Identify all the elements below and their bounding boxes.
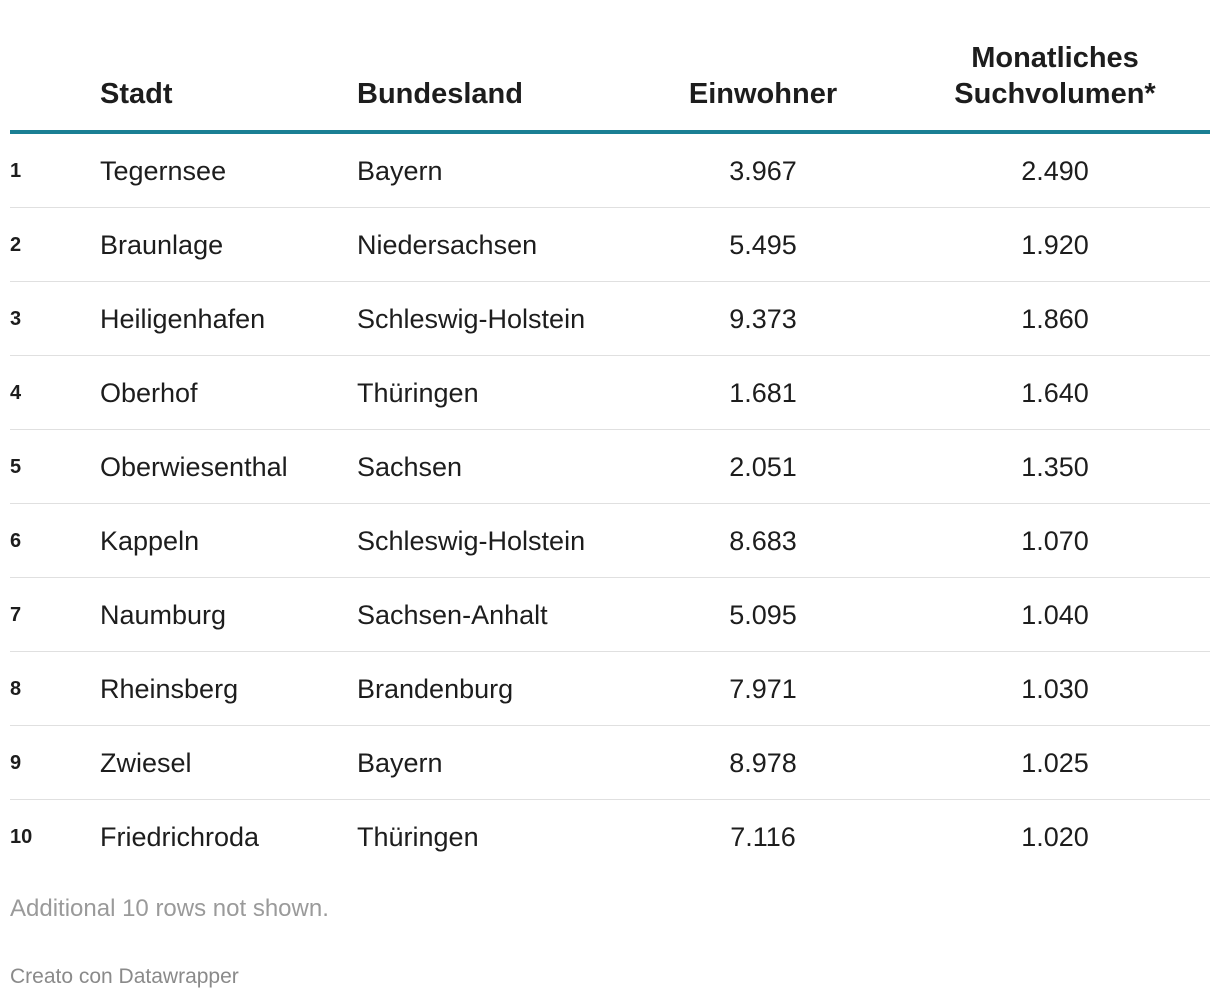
cell-stadt: Braunlage bbox=[100, 230, 224, 260]
cell-bundesland: Bayern bbox=[357, 156, 443, 186]
cell-stadt: Oberhof bbox=[100, 378, 198, 408]
cell-suchvolumen: 1.020 bbox=[1021, 822, 1089, 852]
table-row: 8 Rheinsberg Brandenburg 7.971 1.030 bbox=[10, 652, 1210, 726]
cell-stadt: Kappeln bbox=[100, 526, 200, 556]
cell-einwohner: 7.116 bbox=[730, 822, 796, 852]
cell-rank: 9 bbox=[10, 752, 22, 774]
cell-rank: 2 bbox=[10, 234, 22, 256]
cell-rank: 1 bbox=[10, 160, 22, 182]
table-row: 9 Zwiesel Bayern 8.978 1.025 bbox=[10, 726, 1210, 800]
cell-einwohner: 1.681 bbox=[729, 378, 797, 408]
cell-stadt: Friedrichroda bbox=[100, 822, 260, 852]
cell-einwohner: 9.373 bbox=[729, 304, 797, 334]
table-header: Stadt Bundesland Einwohner Monatliches S… bbox=[10, 40, 1210, 134]
cell-bundesland: Brandenburg bbox=[357, 674, 514, 704]
table-row: 5 Oberwiesenthal Sachsen 2.051 1.350 bbox=[10, 430, 1210, 504]
cell-suchvolumen: 1.860 bbox=[1021, 304, 1089, 334]
credit-line: Creato con Datawrapper bbox=[10, 965, 239, 988]
cell-rank: 5 bbox=[10, 456, 22, 478]
cell-suchvolumen: 1.070 bbox=[1021, 526, 1089, 556]
cell-bundesland: Schleswig-Holstein bbox=[357, 526, 586, 556]
column-header-suchvolumen[interactable]: Monatliches Suchvolumen* bbox=[940, 40, 1170, 112]
table-body: 1 Tegernsee Bayern 3.967 2.490 2 Braunlage Nied… bbox=[10, 134, 1210, 874]
column-header-suchvolumen-line1: Monatliches bbox=[971, 42, 1139, 74]
table-row: 1 Tegernsee Bayern 3.967 2.490 bbox=[10, 134, 1210, 208]
table-row: 2 Braunlage Niedersachsen 5.495 1.920 bbox=[10, 208, 1210, 282]
cell-stadt: Naumburg bbox=[100, 600, 227, 630]
cell-einwohner: 8.683 bbox=[729, 526, 797, 556]
cell-rank: 4 bbox=[10, 382, 22, 404]
column-header-suchvolumen-line2: Suchvolumen* bbox=[954, 78, 1156, 110]
cell-rank: 10 bbox=[10, 826, 33, 848]
cell-stadt: Tegernsee bbox=[100, 156, 227, 186]
column-header-bundesland[interactable]: Bundesland bbox=[357, 78, 523, 110]
cell-rank: 8 bbox=[10, 678, 22, 700]
cell-bundesland: Sachsen-Anhalt bbox=[357, 600, 548, 630]
cell-bundesland: Schleswig-Holstein bbox=[357, 304, 586, 334]
cell-stadt: Heiligenhafen bbox=[100, 304, 266, 334]
cell-stadt: Zwiesel bbox=[100, 748, 192, 778]
cell-einwohner: 5.495 bbox=[729, 230, 797, 260]
cell-rank: 3 bbox=[10, 308, 22, 330]
cell-suchvolumen: 1.030 bbox=[1021, 674, 1089, 704]
cell-einwohner: 3.967 bbox=[729, 156, 797, 186]
cell-rank: 6 bbox=[10, 530, 22, 552]
cell-rank: 7 bbox=[10, 604, 22, 626]
cell-suchvolumen: 2.490 bbox=[1021, 156, 1089, 186]
cell-stadt: Oberwiesenthal bbox=[100, 452, 288, 482]
cell-suchvolumen: 1.350 bbox=[1021, 452, 1089, 482]
cell-einwohner: 2.051 bbox=[729, 452, 797, 482]
cell-bundesland: Niedersachsen bbox=[357, 230, 538, 260]
table-row: 10 Friedrichroda Thüringen 7.116 1.020 bbox=[10, 800, 1210, 874]
table-notes: Additional 10 rows not shown. bbox=[10, 895, 329, 922]
cell-suchvolumen: 1.640 bbox=[1021, 378, 1089, 408]
column-header-stadt[interactable]: Stadt bbox=[100, 78, 173, 110]
cell-bundesland: Bayern bbox=[357, 748, 443, 778]
table-row: 3 Heiligenhafen Schleswig-Holstein 9.373 1.8… bbox=[10, 282, 1210, 356]
cell-einwohner: 8.978 bbox=[729, 748, 797, 778]
data-table: Stadt Bundesland Einwohner Monatliches S… bbox=[10, 40, 1210, 874]
table-row: 7 Naumburg Sachsen-Anhalt 5.095 1.040 bbox=[10, 578, 1210, 652]
cell-suchvolumen: 1.025 bbox=[1021, 748, 1089, 778]
cell-suchvolumen: 1.920 bbox=[1021, 230, 1089, 260]
table-row: 6 Kappeln Schleswig-Holstein 8.683 1.070 bbox=[10, 504, 1210, 578]
cell-bundesland: Thüringen bbox=[357, 822, 479, 852]
column-header-einwohner[interactable]: Einwohner bbox=[688, 78, 838, 110]
cell-bundesland: Thüringen bbox=[357, 378, 479, 408]
table-row: 4 Oberhof Thüringen 1.681 1.640 bbox=[10, 356, 1210, 430]
cell-einwohner: 5.095 bbox=[729, 600, 797, 630]
cell-bundesland: Sachsen bbox=[357, 452, 463, 482]
cell-suchvolumen: 1.040 bbox=[1021, 600, 1089, 630]
cell-stadt: Rheinsberg bbox=[100, 674, 239, 704]
cell-einwohner: 7.971 bbox=[729, 674, 797, 704]
